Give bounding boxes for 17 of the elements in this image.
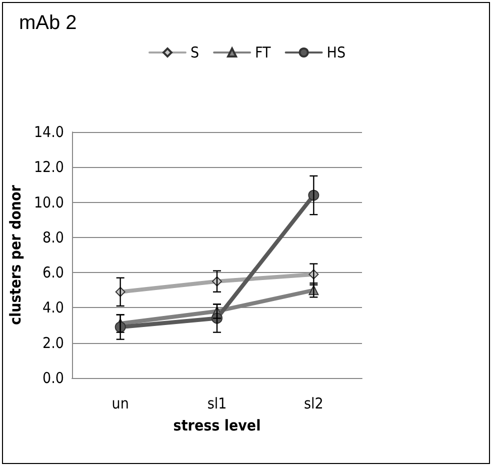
y-tick-label: 10.0 xyxy=(34,193,64,212)
y-tick-label: 12.0 xyxy=(34,158,64,176)
y-tick-label: 14.0 xyxy=(34,123,64,141)
x-tick-label: sl1 xyxy=(207,394,227,412)
x-tick-label: sl2 xyxy=(304,394,324,412)
y-tick-label: 4.0 xyxy=(42,298,64,317)
legend-label: S xyxy=(190,44,200,62)
chart-title: mAb 2 xyxy=(19,12,77,34)
legend-label: HS xyxy=(326,44,346,62)
y-tick-label: 6.0 xyxy=(42,264,64,282)
x-axis-title: stress level xyxy=(173,416,261,434)
y-tick-label: 8.0 xyxy=(42,228,64,246)
y-tick-label: 2.0 xyxy=(42,334,64,352)
x-tick-label: un xyxy=(112,394,129,412)
y-axis-title: clusters per donor xyxy=(6,184,25,325)
y-tick-label: 0.0 xyxy=(42,369,64,387)
legend-label: FT xyxy=(255,44,272,62)
